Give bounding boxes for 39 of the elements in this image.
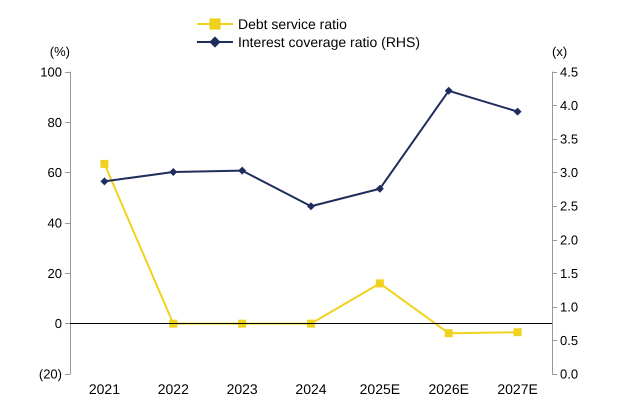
y-tick-label: 100 [40, 64, 62, 80]
y2-tick-label: 3.0 [560, 165, 578, 180]
point [444, 329, 453, 338]
x-tick-label: 2023 [226, 381, 258, 397]
y-tick-label: 60 [48, 165, 62, 180]
x-tick-label: 2022 [158, 381, 190, 397]
y2-tick-label: 1.0 [560, 299, 578, 314]
y-tick-label: (20) [38, 366, 62, 382]
y-tick-label: 40 [48, 216, 62, 230]
y2-tick-label: 4.0 [560, 98, 578, 114]
x-tick-label: 2024 [295, 381, 327, 397]
y-tick-label: 20 [48, 266, 62, 281]
y2-tick-label: 4.5 [560, 64, 578, 80]
y2-tick-label: 2.5 [560, 198, 578, 214]
point [100, 160, 108, 168]
x-tick-label: 2026E [428, 381, 469, 397]
legend-label: Debt service ratio [238, 16, 348, 32]
point [100, 177, 108, 186]
point [514, 108, 522, 116]
y-tick-label: 0 [54, 316, 62, 332]
x-tick-label: 2025E [360, 381, 400, 397]
point [169, 168, 178, 176]
y2-tick-label: 3.5 [560, 132, 578, 147]
point [376, 279, 384, 288]
y2-tick-label: 1.5 [560, 266, 578, 281]
y2-tick-label: 2.0 [560, 232, 578, 248]
point [444, 86, 453, 95]
y-tick-label: 80 [48, 114, 62, 130]
point [514, 328, 522, 336]
legend-label: Interest coverage ratio (RHS) [238, 34, 420, 50]
y2-tick-label: 0.0 [560, 366, 578, 382]
point [376, 184, 384, 193]
y-axis-title: (%) [50, 44, 70, 59]
y2-axis-title: (x) [552, 44, 568, 59]
x-tick-label: 2027E [497, 381, 538, 397]
point [238, 166, 246, 175]
point [307, 202, 315, 210]
y2-tick-label: 0.5 [560, 332, 578, 348]
x-tick-label: 2021 [88, 381, 120, 397]
